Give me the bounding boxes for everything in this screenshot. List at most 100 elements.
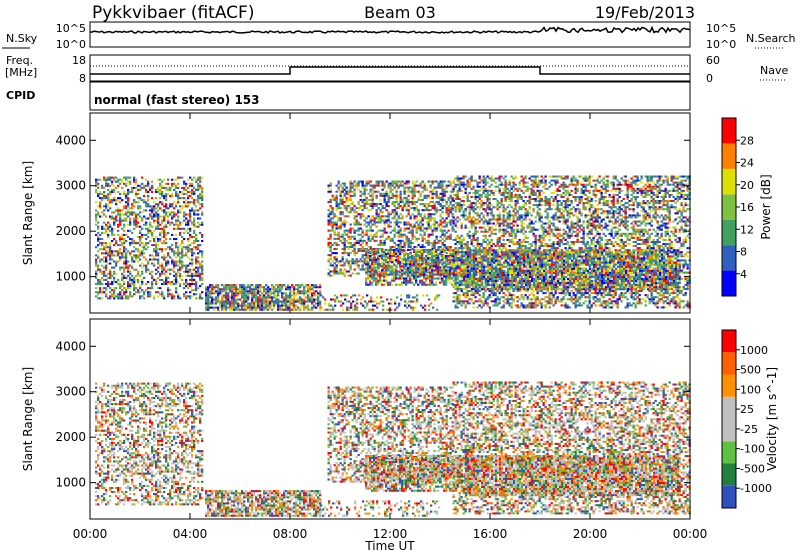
data-cell	[365, 180, 368, 183]
data-cell	[461, 273, 464, 276]
data-cell	[127, 295, 130, 298]
data-cell	[137, 242, 140, 245]
data-cell	[421, 251, 424, 254]
data-cell	[201, 233, 204, 236]
data-cell	[149, 225, 152, 228]
data-cell	[191, 289, 194, 292]
data-cell	[387, 274, 390, 277]
data-cell	[133, 254, 136, 257]
data-cell	[397, 184, 400, 187]
data-cell	[413, 258, 416, 261]
data-cell	[435, 261, 438, 264]
data-cell	[199, 231, 202, 234]
data-cell	[129, 295, 132, 298]
data-cell	[183, 215, 186, 218]
data-cell	[251, 284, 254, 287]
data-cell	[413, 225, 416, 228]
data-cell	[109, 178, 112, 181]
data-cell	[103, 260, 106, 263]
data-cell	[349, 266, 352, 269]
data-cell	[103, 272, 106, 275]
data-cell	[133, 260, 136, 263]
data-cell	[462, 300, 465, 303]
data-cell	[399, 221, 402, 224]
data-cell	[175, 203, 178, 206]
data-cell	[223, 302, 226, 305]
data-cell	[383, 275, 386, 278]
data-cell	[399, 184, 402, 187]
data-cell	[197, 184, 200, 187]
data-cell	[393, 273, 396, 276]
data-cell	[117, 295, 120, 298]
data-cell	[437, 201, 440, 204]
data-cell	[399, 198, 402, 201]
data-cell	[496, 279, 499, 282]
data-cell	[153, 209, 156, 212]
data-cell	[445, 277, 448, 280]
data-cell	[219, 300, 222, 303]
data-cell	[482, 185, 485, 188]
data-cell	[419, 194, 422, 197]
data-cell	[249, 308, 252, 311]
data-cell	[397, 250, 400, 253]
data-cell	[173, 260, 176, 263]
data-cell	[476, 243, 479, 246]
data-cell	[285, 286, 288, 289]
data-cell	[482, 208, 485, 211]
data-cell	[341, 186, 344, 189]
data-cell	[221, 290, 224, 293]
data-cell	[375, 263, 378, 266]
data-cell	[417, 261, 420, 264]
data-cell	[361, 182, 364, 185]
data-cell	[456, 191, 459, 194]
data-cell	[259, 296, 262, 299]
data-cell	[153, 207, 156, 210]
data-cell	[451, 209, 454, 212]
data-cell	[193, 242, 196, 245]
data-cell	[435, 257, 438, 260]
data-cell	[417, 251, 420, 254]
data-cell	[468, 290, 471, 293]
data-cell	[375, 184, 378, 187]
data-cell	[373, 233, 376, 236]
data-cell	[205, 294, 208, 297]
data-cell	[445, 217, 448, 220]
data-cell	[494, 302, 497, 305]
data-cell	[281, 296, 284, 299]
data-cell	[463, 265, 466, 268]
data-cell	[421, 253, 424, 256]
data-cell	[135, 287, 138, 290]
data-cell	[151, 258, 154, 261]
data-cell	[437, 265, 440, 268]
data-cell	[383, 251, 386, 254]
data-cell	[375, 279, 378, 282]
data-cell	[395, 275, 398, 278]
data-cell	[183, 283, 186, 286]
data-cell	[435, 221, 438, 224]
data-cell	[393, 217, 396, 220]
data-cell	[315, 298, 318, 301]
data-cell	[387, 219, 390, 222]
data-cell	[199, 217, 202, 220]
data-cell	[191, 258, 194, 261]
data-cell	[277, 308, 280, 311]
data-cell	[121, 244, 124, 247]
data-cell	[462, 294, 465, 297]
data-cell	[363, 190, 366, 193]
data-cell	[457, 273, 460, 276]
data-cell	[123, 205, 126, 208]
data-cell	[460, 263, 463, 266]
data-cell	[197, 182, 200, 185]
data-cell	[307, 286, 310, 289]
data-cell	[449, 203, 452, 206]
data-cell	[207, 290, 210, 293]
data-cell	[387, 235, 390, 238]
data-cell	[490, 189, 493, 192]
data-cell	[295, 304, 298, 307]
data-cell	[437, 261, 440, 264]
freq-label-line2: [MHz]	[5, 66, 37, 79]
data-cell	[413, 271, 416, 274]
data-cell	[369, 259, 372, 262]
data-cell	[171, 203, 174, 206]
data-cell	[460, 214, 463, 217]
